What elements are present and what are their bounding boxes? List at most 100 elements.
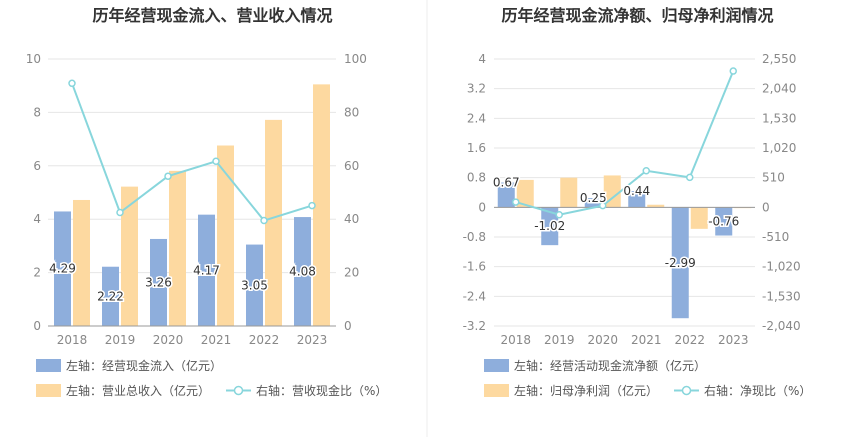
right-chart-left-tick-label: 0 bbox=[478, 200, 486, 214]
right-chart-right-tick-label: 2,550 bbox=[762, 52, 796, 66]
right-chart-bar-secondary bbox=[560, 177, 578, 208]
right-chart-left-tick-label: 3.2 bbox=[467, 82, 486, 96]
left-chart-ratio-point bbox=[308, 201, 316, 210]
left-chart-data-label: 4.29 bbox=[49, 262, 76, 276]
right-chart-title: 历年经营现金流净额、归母净利润情况 bbox=[501, 6, 774, 25]
right-chart-bar-primary bbox=[715, 207, 733, 236]
left-chart-right-tick-label: 0 bbox=[344, 319, 352, 333]
right-chart-bar-primary bbox=[541, 207, 559, 246]
left-chart-right-tick-label: 60 bbox=[344, 159, 359, 173]
right-chart-right-tick-label: -2,040 bbox=[762, 319, 801, 333]
right-chart-left-tick-label: -0.8 bbox=[463, 230, 486, 244]
left-chart-legend-label-line: 右轴：营收现金比（%） bbox=[256, 383, 387, 398]
right-chart-legend-swatch-line-marker bbox=[681, 385, 692, 396]
right-chart-left-tick-label: -1.6 bbox=[463, 260, 486, 274]
right-chart-category-label: 2023 bbox=[718, 333, 749, 347]
right-chart-left-tick-label: 0.8 bbox=[467, 171, 486, 185]
left-chart-legend-label-primary: 左轴：经营现金流入（亿元） bbox=[66, 358, 222, 373]
right-chart-right-tick-label: 510 bbox=[762, 171, 785, 185]
left-chart-ratio-line bbox=[71, 82, 313, 222]
left-chart-legend-swatch-secondary bbox=[36, 384, 61, 397]
right-chart-bar-primary bbox=[628, 191, 646, 208]
left-chart-data-label: 4.17 bbox=[193, 263, 220, 277]
left-chart-ratio-point bbox=[260, 216, 268, 225]
left-chart-bar-secondary bbox=[265, 119, 282, 326]
right-chart-category-label: 2022 bbox=[674, 333, 705, 347]
right-chart-left-tick-label: -2.4 bbox=[463, 289, 486, 303]
right-chart-ratio-point bbox=[686, 173, 694, 182]
right-chart-ratio-point bbox=[512, 198, 520, 206]
left-chart-bar-secondary bbox=[313, 84, 330, 327]
left-chart-left-tick-label: 8 bbox=[33, 105, 41, 119]
left-chart-right-tick-label: 80 bbox=[344, 105, 359, 119]
right-chart-data-label: -1.02 bbox=[534, 219, 565, 233]
right-chart-category-label: 2018 bbox=[500, 333, 531, 347]
left-chart-category-label: 2019 bbox=[105, 333, 136, 347]
left-chart-category-label: 2020 bbox=[153, 333, 184, 347]
left-chart-category-label: 2022 bbox=[249, 333, 280, 347]
left-chart-left-tick-label: 6 bbox=[33, 159, 41, 173]
left-chart-data-label: 4.08 bbox=[289, 265, 316, 279]
left-chart-left-tick-label: 0 bbox=[33, 319, 41, 333]
right-chart-legend-label-line: 右轴：净现比（%） bbox=[704, 383, 811, 398]
right-chart-right-tick-label: -510 bbox=[762, 230, 789, 244]
left-chart-data-label: 2.22 bbox=[97, 289, 124, 303]
right-chart-left-tick-label: 1.6 bbox=[467, 141, 486, 155]
right-chart-bar-secondary bbox=[647, 204, 665, 208]
left-chart-bar-secondary bbox=[73, 199, 90, 326]
right-chart-bar-secondary bbox=[690, 207, 708, 229]
left-chart-ratio-point bbox=[68, 79, 76, 88]
left-chart-title: 历年经营现金流入、营业收入情况 bbox=[92, 6, 333, 25]
left-chart-left-tick-label: 10 bbox=[26, 52, 41, 66]
right-chart-data-label: 0.44 bbox=[623, 184, 650, 198]
left-chart-bar-secondary bbox=[169, 170, 186, 326]
right-chart-ratio-point bbox=[642, 167, 650, 175]
right-chart-right-tick-label: 1,530 bbox=[762, 111, 796, 125]
left-chart-category-label: 2023 bbox=[297, 333, 328, 347]
right-chart-category-label: 2019 bbox=[544, 333, 575, 347]
right-chart-legend-label-secondary: 左轴：归母净利润（亿元） bbox=[514, 383, 658, 398]
right-chart-right-tick-label: 0 bbox=[762, 200, 770, 214]
right-chart-category-label: 2020 bbox=[587, 333, 618, 347]
right-chart-left-tick-label: -3.2 bbox=[463, 319, 486, 333]
left-chart-bar-primary bbox=[198, 214, 215, 326]
left-chart-data-label: 3.05 bbox=[241, 278, 268, 292]
right-chart-ratio-line bbox=[515, 70, 735, 216]
left-chart-right-tick-label: 20 bbox=[344, 266, 359, 280]
left-chart-category-label: 2018 bbox=[57, 333, 88, 347]
right-chart-bar-primary bbox=[584, 198, 602, 208]
left-chart-bar-secondary bbox=[121, 186, 138, 326]
left-chart-ratio-point bbox=[116, 208, 124, 217]
right-chart-data-label: -2.99 bbox=[665, 256, 696, 270]
right-chart-data-label: 0.25 bbox=[580, 191, 607, 205]
right-chart-legend-swatch-secondary bbox=[484, 384, 509, 397]
right-chart-left-tick-label: 4 bbox=[478, 52, 486, 66]
left-chart-legend-label-secondary: 左轴：营业总收入（亿元） bbox=[66, 383, 210, 398]
left-chart-bar-primary bbox=[102, 266, 119, 326]
right-chart-ratio-point bbox=[599, 201, 607, 210]
left-chart-data-label: 3.26 bbox=[145, 275, 172, 289]
right-chart-right-tick-label: 2,040 bbox=[762, 82, 796, 96]
left-chart-ratio-point bbox=[164, 172, 172, 180]
left-chart-right-tick-label: 40 bbox=[344, 212, 359, 226]
right-chart-bar-primary bbox=[671, 207, 689, 319]
left-chart-category-label: 2021 bbox=[201, 333, 232, 347]
right-chart-bar-primary bbox=[497, 182, 515, 208]
left-chart-legend-swatch-line-marker bbox=[233, 385, 244, 396]
left-chart-legend-swatch-primary bbox=[36, 359, 61, 372]
left-chart-left-tick-label: 2 bbox=[33, 266, 41, 280]
right-chart-bar-secondary bbox=[603, 175, 621, 208]
left-chart-bar-primary bbox=[246, 244, 263, 326]
left-chart-left-tick-label: 4 bbox=[33, 212, 41, 226]
left-chart-bar-primary bbox=[294, 217, 311, 326]
right-chart-data-label: 0.67 bbox=[493, 175, 520, 189]
right-chart-legend-label-primary: 左轴：经营活动现金流净额（亿元） bbox=[514, 358, 706, 373]
right-chart-ratio-point bbox=[555, 211, 563, 219]
right-chart-right-tick-label: 1,020 bbox=[762, 141, 796, 155]
left-chart-right-tick-label: 100 bbox=[344, 52, 367, 66]
left-chart-ratio-point bbox=[212, 157, 220, 166]
right-chart-right-tick-label: -1,530 bbox=[762, 289, 801, 303]
right-chart-category-label: 2021 bbox=[631, 333, 662, 347]
right-chart-legend-swatch-primary bbox=[484, 359, 509, 372]
